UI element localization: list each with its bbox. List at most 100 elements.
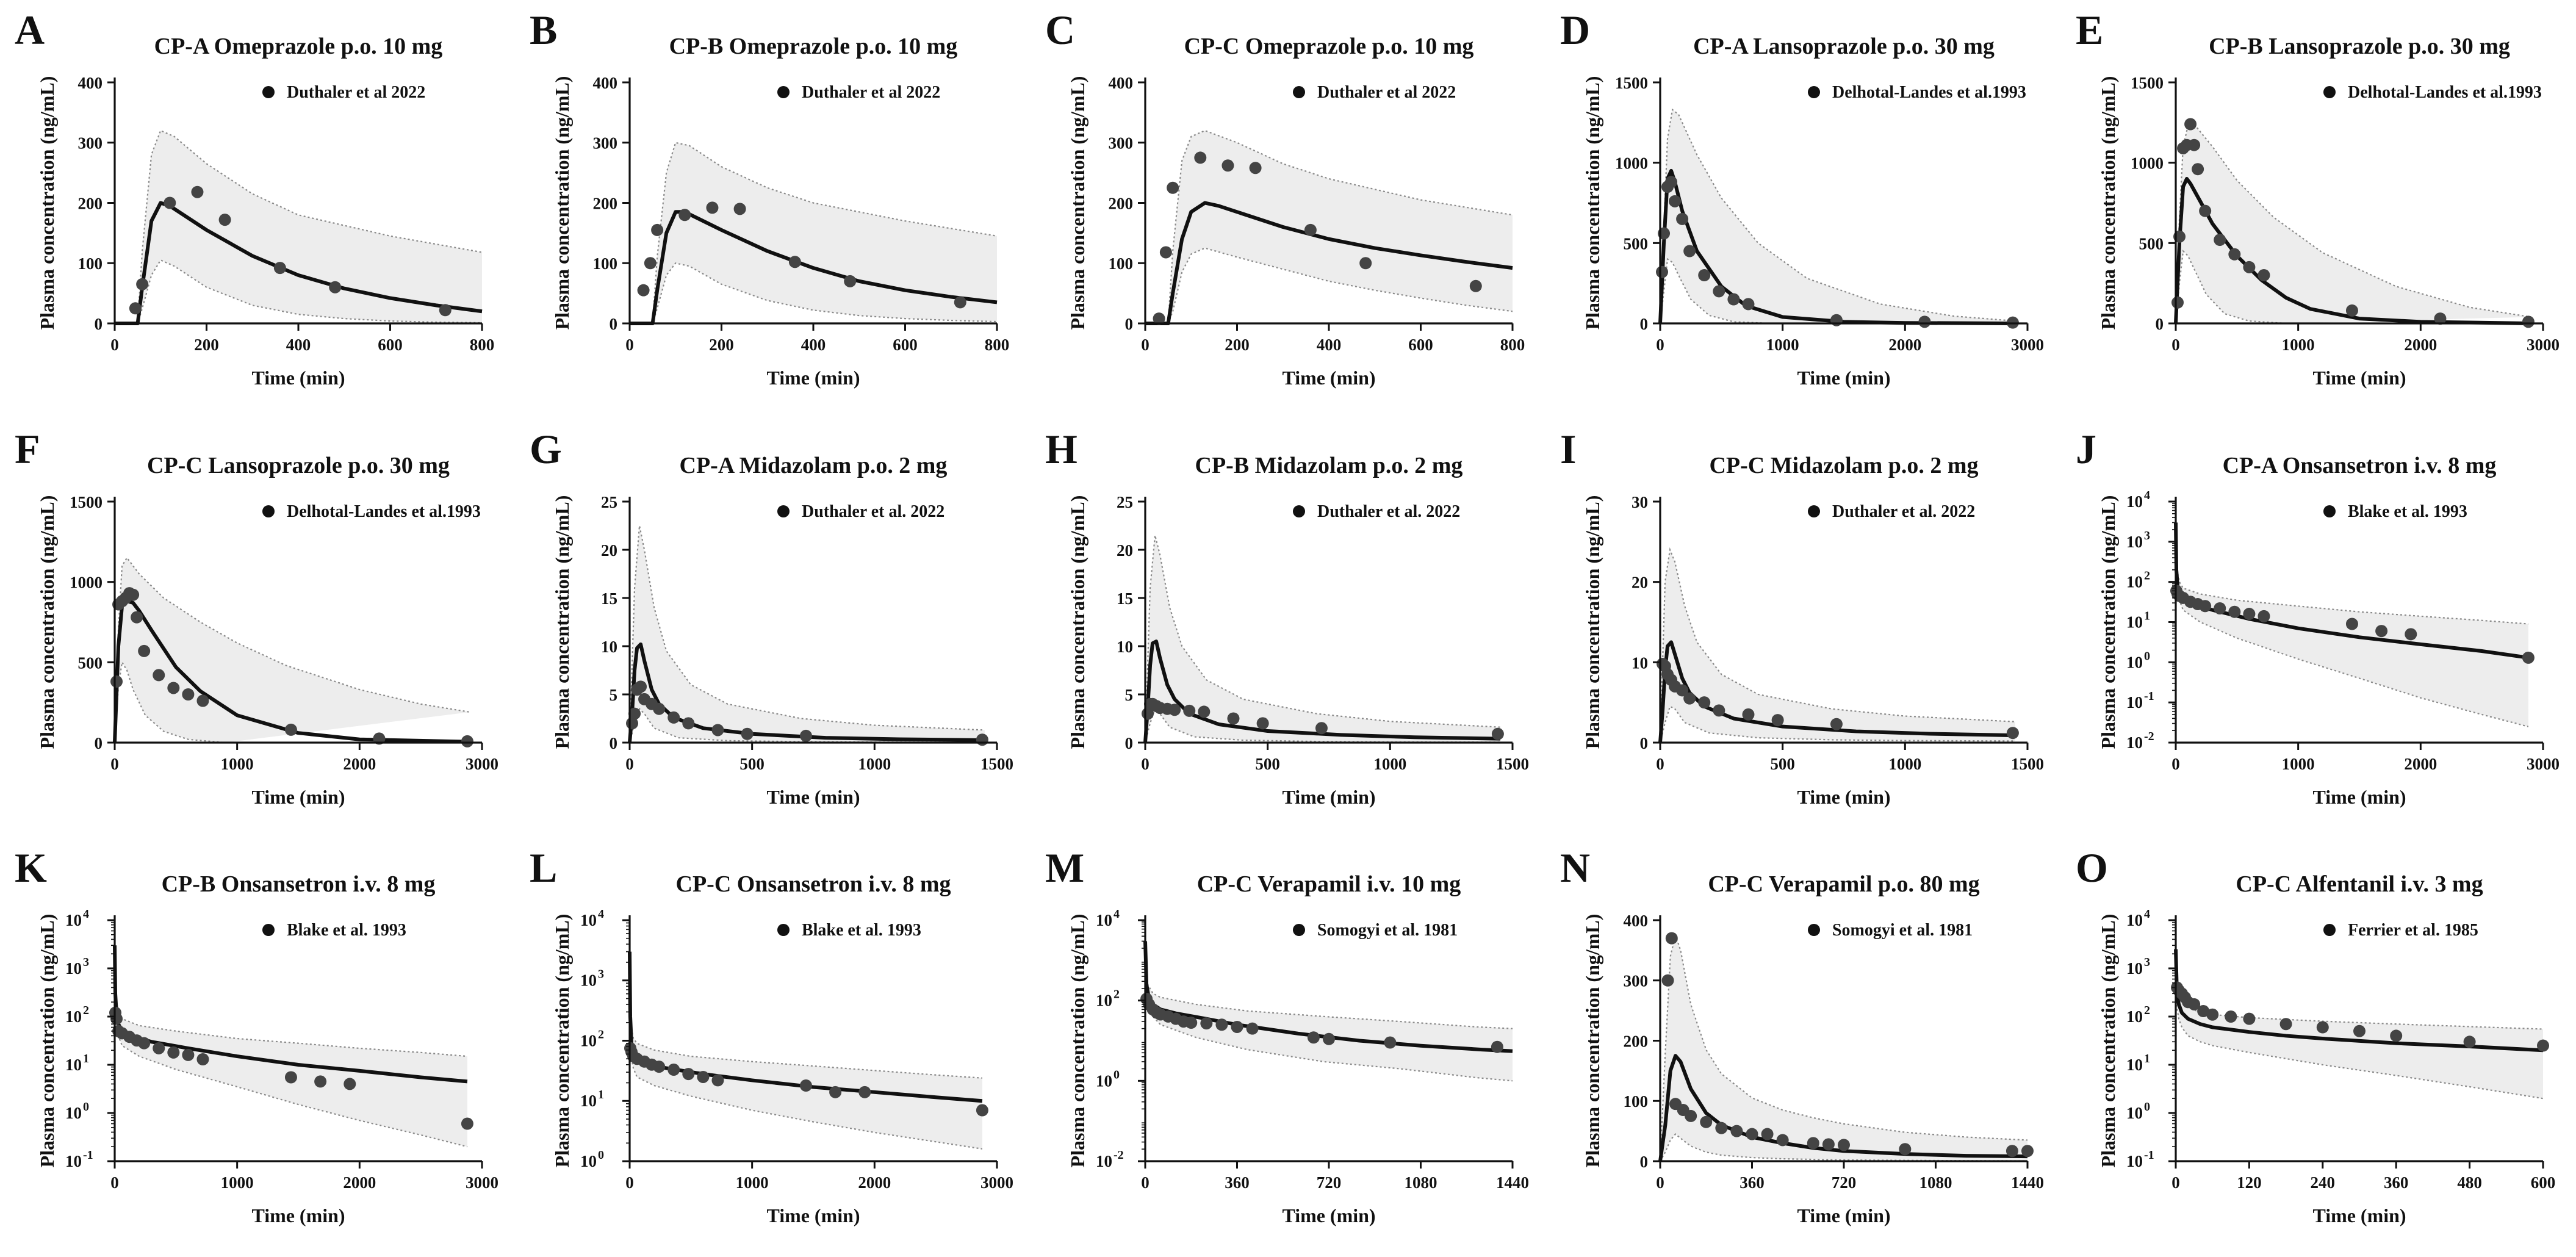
chart-title: CP-B Onsansetron i.v. 8 mg <box>162 871 436 897</box>
y-tick-exponent: -2 <box>1114 1148 1124 1162</box>
y-tick-label: 10 3 <box>65 956 89 978</box>
chart-svg: F CP-C Lansoprazole p.o. 30 mg 0 1000 2000 30… <box>15 426 498 808</box>
x-axis-label: Time (min) <box>1797 1205 1891 1226</box>
legend-marker <box>2323 505 2336 517</box>
x-tick-label: 1000 <box>2281 755 2314 773</box>
chart-svg: J CP-A Onsansetron i.v. 8 mg0 1000 2000 3000… <box>2076 426 2560 808</box>
chart-svg: O CP-C Alfentanil i.v. 3 mg0 120 240 360 480 6… <box>2076 845 2555 1226</box>
x-tick-label: 1000 <box>2281 336 2314 354</box>
legend-label: Blake et al. 1993 <box>287 921 406 940</box>
y-tick-label: 0 <box>1640 1153 1649 1171</box>
chart-svg: I CP-C Midazolam p.o. 2 mg 0 500 1000 1500 0 10… <box>1560 426 2044 808</box>
observed-point <box>2007 726 2020 739</box>
observed-point <box>110 675 123 688</box>
y-tick-base: 10 <box>2126 911 2143 929</box>
y-tick-base: 10 <box>65 1104 82 1122</box>
observed-point <box>1198 705 1211 718</box>
panel-letter: F <box>15 426 40 472</box>
observed-point <box>1661 974 1674 987</box>
x-tick-label: 360 <box>1225 1173 1249 1192</box>
prediction-band <box>2175 124 2531 323</box>
y-tick-label: 0 <box>94 315 103 333</box>
panel-letter: K <box>15 845 47 891</box>
observed-point <box>2404 627 2417 640</box>
x-tick-label: 2000 <box>2404 336 2437 354</box>
y-tick-label: 10 1 <box>2126 1052 2150 1074</box>
observed-point <box>2375 624 2387 637</box>
x-axis-label: Time (min) <box>2312 786 2406 808</box>
observed-point <box>1727 293 1740 306</box>
observed-point <box>1918 315 1931 328</box>
observed-point <box>1822 1138 1835 1151</box>
y-tick-label: 400 <box>593 74 617 92</box>
legend-marker <box>1292 85 1305 98</box>
y-tick-label: 10 <box>1632 654 1648 672</box>
x-tick-label: 3000 <box>2527 336 2560 354</box>
observed-point <box>1183 704 1196 717</box>
panel-letter: D <box>1560 7 1590 53</box>
y-axis-label: Plasma concentration (ng/mL) <box>2097 76 2119 330</box>
y-tick-exponent: 2 <box>598 1028 604 1042</box>
x-tick-label: 2000 <box>343 1173 376 1192</box>
x-tick-label: 3000 <box>2011 336 2044 354</box>
y-tick-label: 20 <box>601 541 617 560</box>
legend-marker <box>2323 85 2336 98</box>
y-tick-label: 400 <box>1624 912 1648 930</box>
band-upper-line <box>652 142 998 324</box>
x-axis-label: Time (min) <box>1797 786 1891 808</box>
observed-point <box>2522 315 2535 328</box>
chart-title: CP-A Onsansetron i.v. 8 mg <box>2222 453 2496 478</box>
observed-point <box>136 278 149 290</box>
observed-point <box>1746 1128 1758 1140</box>
panel-letter: A <box>15 7 45 53</box>
legend-label: Blake et al. 1993 <box>2348 502 2467 521</box>
chart-panel-i: I CP-C Midazolam p.o. 2 mg 0 500 1000 1500 0 10… <box>1545 419 2060 838</box>
y-tick-base: 10 <box>2126 733 2143 752</box>
observed-point <box>2242 1012 2255 1025</box>
y-tick-label: 30 <box>1632 493 1648 511</box>
observed-point <box>1676 684 1689 697</box>
legend-label: Blake et al. 1993 <box>802 921 921 940</box>
x-axis-label: Time (min) <box>767 1205 860 1226</box>
y-tick-base: 10 <box>1096 911 1112 929</box>
observed-point <box>439 304 452 317</box>
y-tick-label: 25 <box>601 493 617 511</box>
x-tick-label: 240 <box>2310 1173 2334 1192</box>
x-tick-label: 0 <box>1141 755 1149 773</box>
legend-label: Duthaler et al. 2022 <box>1317 502 1460 521</box>
x-axis-label: Time (min) <box>1282 786 1375 808</box>
y-tick-base: 10 <box>2126 532 2143 550</box>
y-tick-label: 10 3 <box>580 968 604 990</box>
observed-point <box>2228 605 2240 618</box>
x-tick-label: 2000 <box>343 755 376 773</box>
chart-svg: K CP-B Onsansetron i.v. 8 mg0 1000 2000 3000… <box>15 845 498 1226</box>
observed-point <box>1200 1017 1213 1030</box>
y-axis-label: Plasma concentration (ng/mL) <box>1067 495 1088 749</box>
prediction-band <box>1145 535 1500 743</box>
y-axis-label: Plasma concentration (ng/mL) <box>36 76 58 330</box>
observed-point <box>789 256 802 268</box>
x-tick-label: 1000 <box>221 755 254 773</box>
y-tick-label: 10 1 <box>580 1088 604 1110</box>
observed-point <box>191 185 204 198</box>
observed-point <box>1742 708 1755 721</box>
observed-point <box>2463 1035 2476 1048</box>
y-tick-base: 10 <box>580 911 597 929</box>
y-axis-label: Plasma concentration (ng/mL) <box>2097 914 2119 1168</box>
y-tick-exponent: 4 <box>1114 907 1120 921</box>
observed-point <box>1221 159 1234 172</box>
prediction-band <box>1660 109 2016 323</box>
y-tick-exponent: 3 <box>2144 956 2150 969</box>
y-tick-base: 10 <box>65 911 82 929</box>
observed-point <box>218 214 231 226</box>
y-tick-exponent: 4 <box>2144 489 2150 502</box>
observed-point <box>800 729 813 742</box>
x-tick-label: 0 <box>1141 1173 1149 1192</box>
x-tick-label: 200 <box>710 336 734 354</box>
observed-point <box>1307 1031 1320 1044</box>
chart-svg: E CP-B Lansoprazole p.o. 30 mg 0 1000 2000 30… <box>2076 7 2560 389</box>
y-tick-label: 10 2 <box>65 1004 89 1026</box>
y-tick-label: 1000 <box>2131 154 2164 173</box>
x-tick-label: 1440 <box>1496 1173 1529 1192</box>
